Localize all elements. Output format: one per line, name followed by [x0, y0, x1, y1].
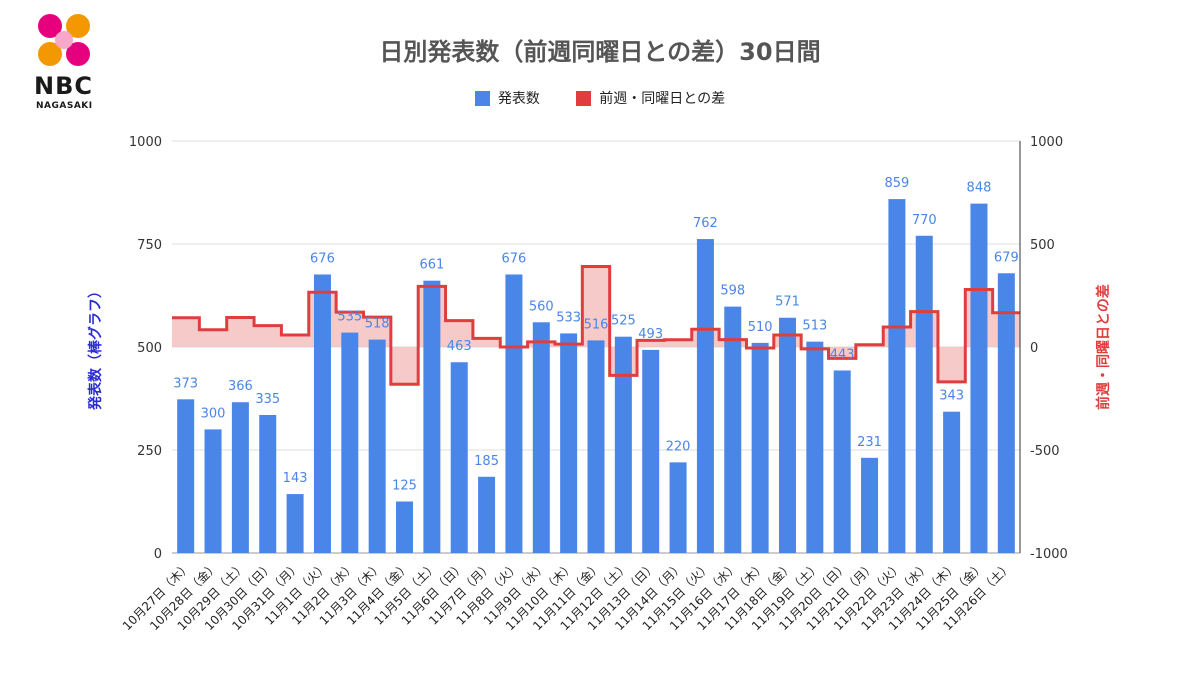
- bar: [642, 349, 660, 553]
- y-tick-label-left: 0: [154, 547, 162, 562]
- y-tick-label-right: 0: [1030, 341, 1038, 356]
- bar-value-label: 300: [201, 406, 226, 421]
- bar-value-label: 443: [830, 347, 855, 362]
- bar: [669, 462, 687, 553]
- bar-value-label: 676: [502, 251, 527, 266]
- bar-value-label: 533: [556, 310, 581, 325]
- bar: [970, 203, 988, 553]
- bar-value-label: 560: [529, 299, 554, 314]
- bar: [751, 342, 769, 553]
- bar-value-label: 343: [939, 389, 964, 404]
- y-tick-label-right: -500: [1030, 444, 1060, 459]
- legend-swatch-bars: [474, 90, 490, 106]
- bar-value-label: 661: [419, 258, 444, 273]
- bar: [696, 239, 714, 553]
- bar: [861, 457, 879, 553]
- y-tick-label-left: 500: [137, 341, 162, 356]
- bar: [778, 317, 796, 553]
- legend: 発表数 前週・同曜日との差: [0, 88, 1200, 110]
- y-tick-label-right: 1000: [1030, 135, 1063, 150]
- bar-value-label: 143: [283, 471, 308, 486]
- bar-value-label: 848: [967, 181, 992, 196]
- bar: [450, 362, 468, 553]
- legend-label-bars: 発表数: [497, 91, 540, 107]
- legend-swatch-diff: [576, 90, 592, 106]
- bar-value-label: 516: [584, 317, 609, 332]
- bar: [560, 333, 578, 553]
- bar-value-label: 125: [392, 479, 417, 494]
- bar-value-label: 463: [447, 339, 472, 354]
- legend-item-bars: 発表数: [474, 88, 540, 108]
- bar-value-label: 525: [611, 314, 636, 329]
- bar-value-label: 571: [775, 295, 800, 310]
- bar-value-label: 679: [994, 250, 1019, 265]
- diff-area: [172, 266, 1020, 385]
- bar: [341, 332, 359, 553]
- y-tick-label-left: 250: [137, 444, 162, 459]
- y-axis-title-left: 発表数（棒グラフ）: [87, 284, 104, 411]
- bar-value-label: 598: [720, 284, 745, 299]
- bar-value-label: 373: [173, 376, 198, 391]
- bar-value-label: 676: [310, 251, 335, 266]
- y-tick-label-left: 750: [137, 238, 162, 253]
- bar-value-label: 220: [666, 439, 691, 454]
- bar: [259, 414, 277, 553]
- bar: [833, 370, 851, 553]
- logo-subtitle: NAGASAKI: [36, 101, 93, 111]
- bar: [532, 322, 550, 553]
- bar: [587, 340, 605, 553]
- bar-value-label: 510: [748, 320, 773, 335]
- bar: [368, 339, 386, 553]
- bar: [204, 429, 222, 553]
- bar: [286, 494, 304, 553]
- bar-value-label: 366: [228, 379, 253, 394]
- bar-value-label: 518: [365, 317, 390, 332]
- bar-value-label: 859: [884, 176, 909, 191]
- bar: [943, 411, 961, 553]
- bar: [423, 280, 441, 553]
- bar: [724, 306, 742, 553]
- y-tick-label-right: 500: [1030, 238, 1055, 253]
- logo-name: NBC: [34, 72, 93, 100]
- bar-value-label: 535: [337, 310, 362, 325]
- bar-value-label: 231: [857, 435, 882, 450]
- bar: [806, 341, 824, 553]
- bar: [888, 199, 906, 554]
- bar: [313, 274, 331, 553]
- bar-value-label: 335: [255, 392, 280, 407]
- bar: [478, 476, 496, 553]
- diff-step-line: [172, 264, 1020, 386]
- bar: [396, 501, 414, 553]
- bar: [997, 273, 1015, 553]
- bar: [505, 274, 523, 553]
- y-tick-label-right: -1000: [1030, 547, 1068, 562]
- bar-value-label: 493: [638, 327, 663, 342]
- legend-label-diff: 前週・同曜日との差: [599, 91, 726, 107]
- bar: [177, 399, 195, 553]
- logo-mark-icon: [38, 14, 90, 66]
- y-tick-label-left: 1000: [129, 135, 162, 150]
- nbc-nagasaki-logo: NBC NAGASAKI: [30, 12, 100, 117]
- bar-value-label: 762: [693, 216, 718, 231]
- chart-title: 日別発表数（前週同曜日との差）30日間: [379, 38, 821, 66]
- legend-item-diff: 前週・同曜日との差: [576, 88, 725, 108]
- bar-value-label: 513: [802, 319, 827, 334]
- bar: [614, 336, 632, 553]
- bar: [231, 402, 249, 553]
- bar: [915, 235, 933, 553]
- bar-value-label: 185: [474, 454, 499, 469]
- bar-value-label: 770: [912, 213, 937, 228]
- y-axis-title-right: 前週・同曜日との差: [1095, 284, 1112, 410]
